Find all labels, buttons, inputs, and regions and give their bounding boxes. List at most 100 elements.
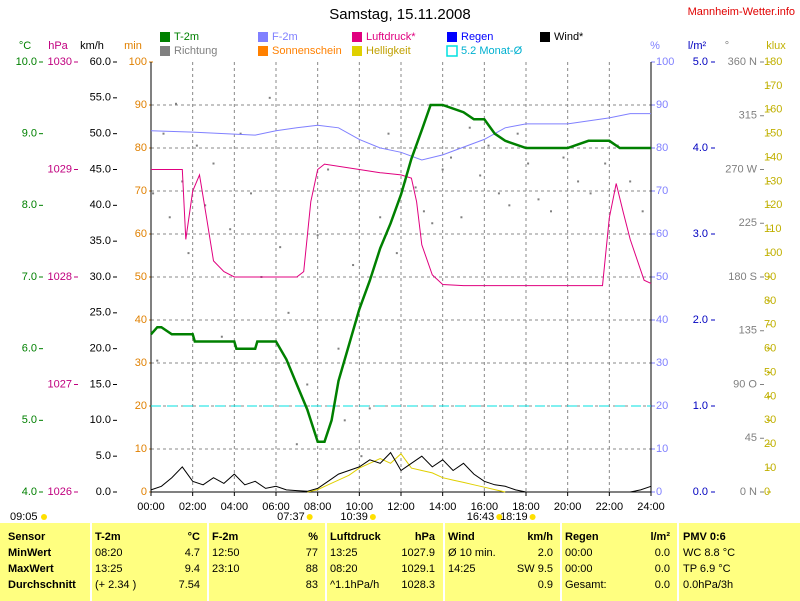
- table-cell: 0.0: [654, 563, 670, 575]
- direction-point: [187, 252, 190, 255]
- y-tick-label: 0: [656, 486, 662, 498]
- direction-point: [431, 222, 434, 225]
- table-cell: 00:00: [565, 563, 593, 575]
- series-line: [307, 453, 506, 493]
- direction-point: [181, 180, 184, 183]
- y-tick-label: 60: [656, 228, 668, 240]
- direction-point: [629, 180, 632, 183]
- direction-point: [295, 443, 298, 446]
- table-cell: 7.54: [178, 579, 200, 591]
- direction-point: [589, 192, 592, 195]
- direction-point: [387, 132, 390, 135]
- y-tick-label: 10.0: [16, 56, 37, 68]
- y-tick-label: 40: [656, 314, 668, 326]
- y-tick-label: 30: [135, 357, 147, 369]
- y-tick-label: 0 N: [740, 486, 757, 498]
- y-tick-label: 315: [739, 110, 757, 122]
- direction-point: [162, 132, 165, 135]
- y-tick-label: 90: [135, 99, 147, 111]
- x-tick-label: 20:00: [554, 501, 582, 513]
- table-cell: 0.0: [654, 579, 670, 591]
- axis-unit: %: [650, 40, 660, 52]
- direction-point: [195, 144, 198, 147]
- direction-point: [562, 156, 565, 159]
- chart: Samstag, 15.11.2008 Mannheim-Wetter.info…: [10, 6, 795, 522]
- y-tick-label: 10: [135, 443, 147, 455]
- x-tick-label: 02:00: [179, 501, 207, 513]
- y-tick-label: 0.0: [693, 486, 708, 498]
- direction-point: [168, 216, 171, 219]
- y-tick-label: 1028: [48, 271, 72, 283]
- y-tick-label: 130: [764, 175, 782, 187]
- series-line: [150, 103, 651, 444]
- y-tick-label: 360 N: [728, 56, 757, 68]
- y-tick-label: 1026: [48, 486, 72, 498]
- table-separator: [677, 523, 679, 601]
- y-tick-label: 180 S: [728, 271, 757, 283]
- y-tick-label: 50: [656, 271, 668, 283]
- sun-event-label: 10:39: [340, 511, 368, 522]
- legend-swatch: [352, 32, 362, 42]
- x-tick-label: 24:00: [637, 501, 665, 513]
- direction-point: [239, 132, 242, 135]
- axis-unit: °: [725, 40, 729, 52]
- table-header-cell: Wind: [448, 531, 475, 543]
- table-cell: 77: [305, 547, 318, 559]
- y-tick-label: 40: [135, 314, 147, 326]
- table-cell: 12:50: [212, 547, 240, 559]
- direction-point: [316, 234, 319, 237]
- x-tick-label: 22:00: [596, 501, 624, 513]
- y-tick-label: 30.0: [90, 271, 111, 283]
- direction-point: [337, 347, 340, 350]
- legend-swatch: [258, 46, 268, 56]
- y-tick-label: 0: [141, 486, 147, 498]
- direction-point: [450, 156, 452, 159]
- y-tick-label: 270 W: [725, 163, 757, 175]
- direction-point: [212, 162, 215, 165]
- site-name: Mannheim-Wetter.info: [688, 6, 795, 18]
- y-tick-label: 2.0: [693, 314, 708, 326]
- axis-unit: hPa: [48, 40, 68, 52]
- y-tick-label: 60.0: [90, 56, 111, 68]
- table-header-cell: l/m²: [650, 531, 670, 543]
- direction-point: [441, 168, 444, 171]
- table-cell: Durchschnitt: [8, 579, 76, 591]
- y-tick-label: 0.0: [96, 486, 111, 498]
- direction-point: [516, 132, 519, 135]
- axis-unit: min: [124, 40, 142, 52]
- direction-point: [152, 192, 155, 195]
- table-separator: [207, 523, 209, 601]
- y-tick-label: 6.0: [22, 343, 37, 355]
- y-tick-label: 1029: [48, 163, 72, 175]
- y-tick-label: 25.0: [90, 307, 111, 319]
- axis-unit: km/h: [80, 40, 104, 52]
- info-time: 09:05: [10, 511, 38, 522]
- direction-point: [414, 186, 417, 189]
- direction-point: [250, 192, 252, 195]
- legend-label: T-2m: [174, 31, 199, 43]
- direction-point: [379, 216, 382, 219]
- direction-point: [327, 168, 330, 171]
- x-tick-label: 12:00: [387, 501, 415, 513]
- y-tick-label: 45.0: [90, 163, 111, 175]
- table-cell: SW 9.5: [516, 563, 553, 575]
- direction-point: [527, 162, 530, 165]
- table-cell: Ø 10 min.: [448, 547, 496, 559]
- y-tick-label: 4.0: [693, 142, 708, 154]
- x-tick-label: 00:00: [137, 501, 165, 513]
- sun-event-label: 07:37: [277, 511, 305, 522]
- table-cell: 0.9: [537, 579, 553, 591]
- table-header-cell: hPa: [414, 531, 435, 543]
- y-tick-label: 140: [764, 151, 782, 163]
- y-tick-label: 50: [135, 271, 147, 283]
- legend-swatch: [540, 32, 550, 42]
- direction-point: [537, 198, 540, 201]
- y-tick-label: 90 O: [733, 378, 757, 390]
- direction-point: [268, 96, 271, 99]
- direction-point: [508, 204, 511, 207]
- y-tick-label: 55.0: [90, 92, 111, 104]
- y-tick-label: 110: [764, 223, 782, 235]
- y-tick-label: 10: [656, 443, 668, 455]
- table-cell: (+ 2.34 ): [95, 579, 137, 591]
